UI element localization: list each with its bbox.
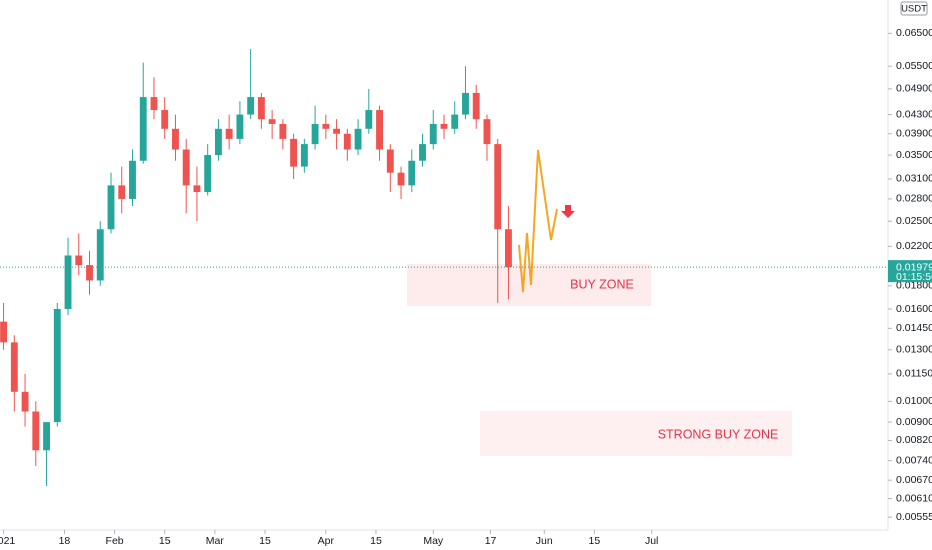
x-tick-label: 15 bbox=[159, 535, 171, 547]
candle-body bbox=[236, 114, 244, 139]
x-tick-label: 2021 bbox=[0, 535, 15, 547]
candle-body bbox=[451, 114, 459, 129]
strong-buy-zone-label: STRONG BUY ZONE bbox=[658, 427, 779, 441]
candle-body bbox=[64, 255, 72, 309]
x-tick-label: 15 bbox=[259, 535, 271, 547]
candle-body bbox=[505, 229, 512, 268]
last-price-label: 0.019794 bbox=[896, 261, 932, 273]
candle-body bbox=[182, 149, 190, 186]
x-tick-label: 15 bbox=[370, 535, 382, 547]
last-price-box bbox=[888, 260, 932, 283]
candle-body bbox=[365, 110, 373, 129]
candle-body bbox=[268, 119, 276, 124]
candle-body bbox=[494, 144, 502, 230]
candle-body bbox=[172, 128, 179, 150]
candle-body bbox=[386, 149, 394, 173]
x-tick-label: 18 bbox=[59, 535, 71, 547]
candle-body bbox=[129, 160, 136, 199]
x-tick-label: May bbox=[423, 535, 444, 547]
candle-body bbox=[214, 128, 222, 156]
candle-body bbox=[247, 97, 255, 115]
candle-body bbox=[96, 229, 104, 281]
candle-body bbox=[257, 97, 265, 120]
strong-buy-zone bbox=[480, 411, 792, 456]
candle-body bbox=[429, 123, 437, 145]
projection-path bbox=[518, 149, 558, 293]
candle-body bbox=[408, 160, 416, 186]
plot bbox=[0, 49, 512, 487]
candle-body bbox=[333, 128, 341, 134]
down-arrow bbox=[561, 205, 575, 218]
candle-body bbox=[75, 255, 83, 266]
candle-body bbox=[397, 172, 405, 186]
candle-body bbox=[290, 138, 298, 167]
candle-body bbox=[107, 185, 115, 230]
candle-body bbox=[440, 123, 448, 129]
x-tick-label: 17 bbox=[485, 535, 497, 547]
x-tick-label: Feb bbox=[106, 535, 124, 547]
candle-body bbox=[300, 144, 308, 167]
x-tick-label: Jul bbox=[645, 535, 658, 547]
countdown: 01:15:56 bbox=[896, 271, 932, 283]
x-tick-label: Jun bbox=[536, 535, 553, 547]
candle-body bbox=[462, 92, 469, 115]
candle-body bbox=[193, 185, 201, 193]
candle-body bbox=[32, 411, 40, 451]
candle-body bbox=[161, 110, 169, 129]
x-tick-label: Apr bbox=[318, 535, 335, 547]
candle-body bbox=[322, 123, 330, 129]
candle-body bbox=[10, 342, 18, 392]
candle-body bbox=[354, 128, 362, 150]
candle-body bbox=[419, 144, 426, 161]
candle-body bbox=[204, 155, 212, 193]
candle-body bbox=[118, 185, 126, 199]
candle-body bbox=[0, 321, 8, 343]
currency-box[interactable] bbox=[900, 1, 928, 16]
x-tick-label: Mar bbox=[206, 535, 225, 547]
candle-body bbox=[376, 110, 383, 150]
currency: USDT bbox=[901, 4, 927, 15]
candle-body bbox=[472, 92, 480, 120]
candle-body bbox=[53, 308, 61, 423]
candle-body bbox=[43, 422, 50, 451]
candle-body bbox=[483, 119, 491, 145]
x-tick-label: 15 bbox=[589, 535, 601, 547]
candle-body bbox=[150, 97, 158, 111]
candle-body bbox=[139, 97, 147, 161]
candle-body bbox=[311, 123, 319, 145]
candle-body bbox=[279, 123, 287, 139]
candle-body bbox=[225, 128, 233, 139]
candle-body bbox=[343, 133, 351, 150]
buy-zone-label: BUY ZONE bbox=[570, 277, 634, 291]
candle-body bbox=[86, 265, 93, 281]
candle-body bbox=[21, 391, 29, 412]
